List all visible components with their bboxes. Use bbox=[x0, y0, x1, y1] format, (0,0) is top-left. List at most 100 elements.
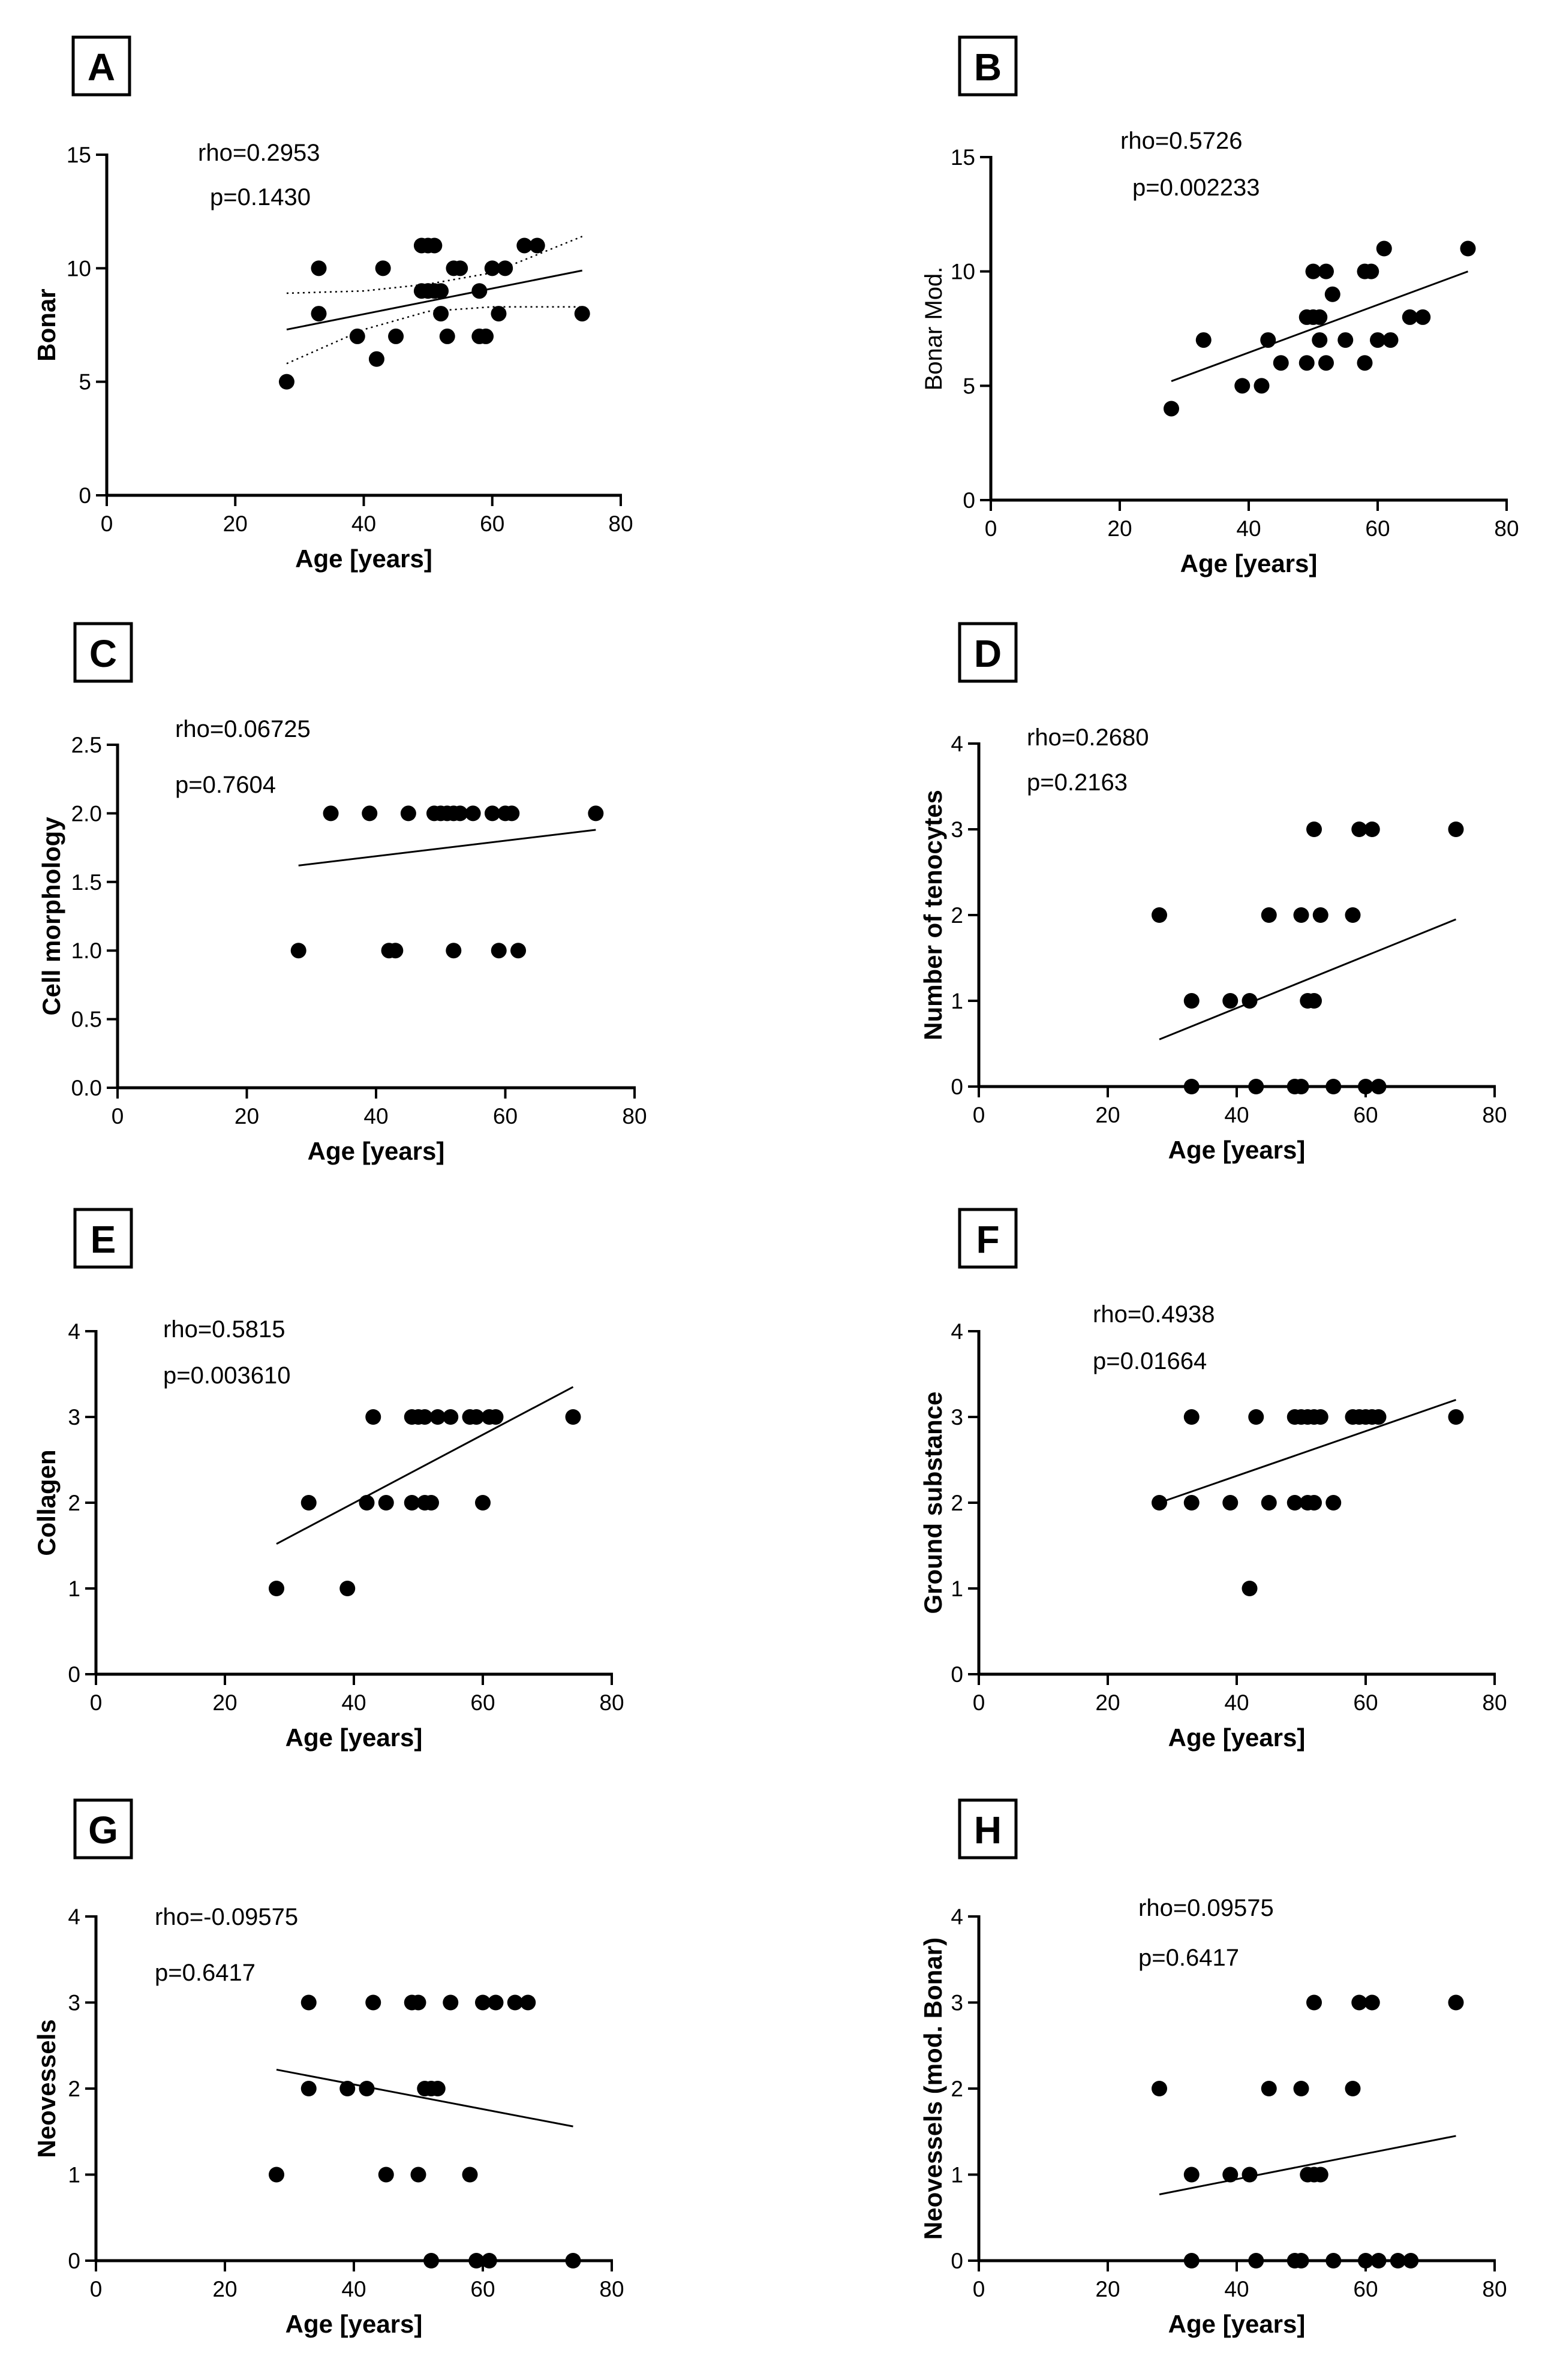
data-point bbox=[1273, 355, 1289, 371]
x-tick-label: 60 bbox=[1353, 2277, 1378, 2301]
y-axis-title: Neovessels bbox=[32, 2019, 61, 2158]
annotation-p: p=0.003610 bbox=[163, 1362, 290, 1389]
data-point bbox=[468, 1409, 485, 1425]
data-point bbox=[443, 1409, 459, 1425]
data-point bbox=[504, 805, 520, 822]
data-point bbox=[339, 1581, 356, 1596]
x-axis-title: Age [years] bbox=[1180, 549, 1318, 577]
x-tick-label: 60 bbox=[1353, 1690, 1378, 1715]
y-tick-label: 10 bbox=[951, 260, 975, 284]
data-point bbox=[1183, 1409, 1200, 1425]
data-point bbox=[1351, 1994, 1367, 2011]
data-point bbox=[1248, 1409, 1264, 1425]
data-point bbox=[1345, 907, 1361, 923]
data-point bbox=[484, 260, 500, 276]
data-point bbox=[1306, 1495, 1322, 1511]
data-point bbox=[359, 1495, 375, 1511]
panel-letter: G bbox=[88, 1809, 118, 1852]
data-point bbox=[1152, 907, 1167, 923]
x-tick-label: 20 bbox=[1095, 1690, 1120, 1715]
y-tick-label: 4 bbox=[951, 1904, 963, 1929]
y-axis-title: Bonar Mod. bbox=[921, 267, 947, 391]
data-point bbox=[1415, 309, 1431, 325]
data-point bbox=[1345, 2081, 1361, 2096]
data-point bbox=[1261, 2081, 1277, 2096]
annotation-rho: rho=0.5815 bbox=[163, 1316, 285, 1343]
panel-letter-box bbox=[73, 622, 133, 683]
data-point bbox=[1357, 355, 1373, 371]
panel-letter-box bbox=[958, 1208, 1018, 1269]
data-point bbox=[1318, 355, 1334, 371]
panel-letter: A bbox=[88, 46, 115, 89]
data-point bbox=[362, 805, 378, 822]
y-tick-label: 5 bbox=[963, 374, 975, 398]
data-point bbox=[1298, 355, 1315, 371]
data-point bbox=[1448, 1994, 1464, 2011]
y-tick-label: 2.5 bbox=[71, 733, 102, 757]
data-point bbox=[423, 2253, 439, 2268]
data-point bbox=[433, 283, 449, 299]
x-tick-label: 0 bbox=[973, 1690, 985, 1715]
data-point bbox=[1305, 263, 1321, 279]
data-point bbox=[510, 943, 527, 959]
data-point bbox=[429, 2081, 446, 2096]
data-point bbox=[1293, 1079, 1309, 1094]
x-tick-label: 0 bbox=[973, 1103, 985, 1127]
data-point bbox=[1306, 993, 1322, 1009]
x-tick-label: 40 bbox=[341, 1690, 366, 1715]
y-tick-label: 3 bbox=[951, 817, 963, 842]
data-point bbox=[1261, 1495, 1277, 1511]
data-point bbox=[1222, 993, 1239, 1009]
data-point bbox=[484, 805, 500, 822]
panel-g: G 0 20 40 60 80 0 1 2 3 4 Age [years] Neovessels rho=… bbox=[32, 1798, 624, 2338]
data-point bbox=[1183, 1079, 1200, 1094]
y-tick-label: 0.5 bbox=[71, 1007, 102, 1032]
y-tick-label: 15 bbox=[67, 143, 91, 167]
x-tick-label: 20 bbox=[1107, 516, 1132, 541]
y-tick-label: 4 bbox=[951, 1319, 963, 1344]
data-point bbox=[565, 2253, 581, 2268]
data-point bbox=[1325, 2253, 1342, 2268]
y-tick-label: 3 bbox=[951, 1991, 963, 2015]
data-point bbox=[410, 2167, 426, 2183]
y-tick-label: 4 bbox=[68, 1904, 80, 1929]
x-tick-label: 40 bbox=[1224, 2277, 1249, 2301]
data-point bbox=[1448, 822, 1464, 837]
data-point bbox=[368, 351, 384, 367]
x-tick-label: 60 bbox=[1353, 1103, 1378, 1127]
regression-line bbox=[276, 2068, 573, 2128]
x-axis-title: Age [years] bbox=[1168, 2310, 1306, 2338]
data-point bbox=[378, 1495, 394, 1511]
data-point bbox=[1293, 907, 1309, 923]
x-tick-label: 20 bbox=[212, 2277, 237, 2301]
annotation-p: p=0.7604 bbox=[175, 772, 276, 798]
x-axis-title: Age [years] bbox=[285, 2310, 423, 2338]
annotation-p: p=0.1430 bbox=[210, 184, 311, 210]
y-tick-label: 10 bbox=[67, 256, 91, 281]
panel-letter-box bbox=[958, 35, 1018, 97]
panel-f: F 0 20 40 60 80 0 1 2 3 4 Age [years] Ground substan… bbox=[919, 1208, 1507, 1752]
y-axis-title: Cell morphology bbox=[37, 817, 65, 1016]
data-point bbox=[1382, 332, 1399, 348]
data-point bbox=[588, 805, 604, 822]
y-tick-label: 5 bbox=[79, 370, 91, 395]
data-point bbox=[497, 260, 513, 276]
panel-letter-box bbox=[73, 1208, 133, 1269]
x-axis-title: Age [years] bbox=[1168, 1136, 1306, 1164]
x-axis-title: Age [years] bbox=[285, 1723, 423, 1752]
x-tick-label: 0 bbox=[973, 2277, 985, 2301]
data-point bbox=[1183, 2167, 1200, 2183]
data-point bbox=[365, 1994, 381, 2011]
data-point bbox=[1183, 2253, 1200, 2268]
data-point bbox=[481, 2253, 497, 2268]
data-point bbox=[491, 306, 507, 322]
data-point bbox=[300, 2081, 317, 2096]
data-point bbox=[1351, 822, 1367, 837]
x-tick-label: 40 bbox=[1224, 1103, 1249, 1127]
y-tick-label: 2 bbox=[68, 1491, 80, 1515]
regression-line bbox=[1159, 1398, 1456, 1504]
data-point bbox=[1293, 2081, 1309, 2096]
y-tick-label: 4 bbox=[68, 1319, 80, 1344]
y-tick-label: 2 bbox=[951, 1491, 963, 1515]
data-point bbox=[410, 1994, 426, 2011]
